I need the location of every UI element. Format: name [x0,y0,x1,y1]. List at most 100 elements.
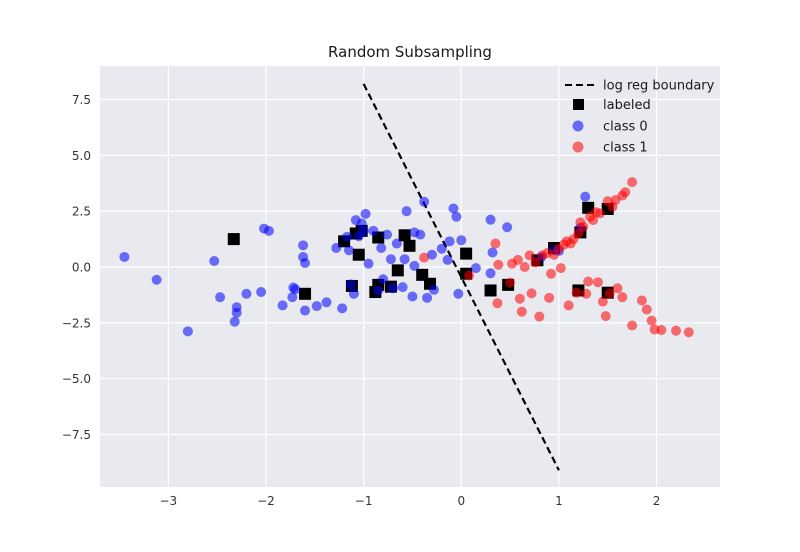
class-0-point [580,191,591,202]
class-1-point [600,311,611,322]
class-1-point [493,259,504,270]
class-1-point [546,268,557,279]
chart-title: Random Subsampling [328,43,492,61]
class-0-point [298,240,309,251]
x-tick-label: −1 [355,494,373,508]
class-0-point [263,225,274,236]
class-0-point [401,206,412,217]
class-1-point [490,238,501,249]
class-0-point [436,243,447,254]
class-1-point [571,287,582,298]
class-0-point [348,288,359,299]
class-0-point [448,203,459,214]
class-0-point [385,254,396,265]
class-0-point [331,243,342,254]
labeled-point [352,248,365,261]
class-1-point [512,254,523,265]
legend-label-boundary: log reg boundary [603,79,715,94]
class-1-point [492,298,503,309]
class-1-point [544,292,555,303]
y-tick-label: 0.0 [72,261,91,275]
class-0-point [409,260,420,271]
class-0-point [451,211,462,222]
class-0-point [426,249,437,260]
class-0-point [358,225,369,236]
class-1-point [534,311,545,322]
class-0-point [342,231,353,242]
legend-class0-swatch [572,120,584,132]
class-0-point [337,303,348,314]
class-0-point [442,254,453,265]
class-0-point [419,196,430,207]
x-tick-label: 0 [457,494,465,508]
class-0-point [300,257,311,268]
class-0-point [287,292,298,303]
class-0-point [470,263,481,274]
class-0-point [256,287,267,298]
class-1-point [604,288,615,299]
plot-area [100,66,720,487]
class-0-point [397,282,408,293]
class-0-point [373,285,384,296]
boundary-layer [362,83,560,471]
class-1-point [641,304,652,315]
class-1-point [646,315,657,326]
labeled-point [227,233,240,246]
labeled-point [398,229,411,242]
labeled-point [582,201,595,214]
class-0-point [391,238,402,249]
class-1-point [555,263,566,274]
class-0-point [231,302,242,313]
class-0-point [382,229,393,240]
class-0-point [229,316,240,327]
class-1-point [592,277,603,288]
labeled-point [403,239,416,252]
class-0-point [363,258,374,269]
class-0-point [376,243,387,254]
class-0-point [485,268,496,279]
y-tick-label: −7.5 [62,428,91,442]
class-1-point [516,306,527,317]
class-1-point [683,327,694,338]
class-0-point [453,288,464,299]
class-1-point [505,277,516,288]
class-1-point [620,187,631,198]
labeled-point [299,287,312,300]
class-1-point [588,215,599,226]
legend-label-class0: class 0 [603,120,648,135]
points-layer [119,177,694,338]
class-1-point [594,208,605,219]
class-0-point [241,288,252,299]
y-tick-label: 5.0 [72,149,91,163]
x-tick-label: 1 [555,494,563,508]
class-1-point [526,288,537,299]
class-1-point [627,320,638,331]
class-0-point [422,292,433,303]
class-0-point [444,236,455,247]
class-1-point [597,296,608,307]
labeled-point [484,284,497,297]
class-1-point [464,270,475,281]
class-0-point [399,254,410,265]
class-0-point [277,300,288,311]
labeled-point [460,247,473,260]
class-0-point [456,235,467,246]
x-tick-label: 2 [653,494,661,508]
y-tick-label: −5.0 [62,372,91,386]
class-1-point [563,300,574,311]
class-0-point [415,229,426,240]
class-0-point [290,284,301,295]
class-1-point [519,262,530,273]
y-tick-label: 7.5 [72,93,91,107]
class-0-point [343,245,354,256]
class-0-point [119,251,130,262]
class-1-point [583,276,594,287]
class-1-point [524,250,535,261]
class-0-point [485,214,496,225]
class-0-point [300,305,311,316]
class-0-point [428,284,439,295]
x-tick-label: −2 [257,494,275,508]
class-1-point [419,252,430,263]
class-0-point [345,279,356,290]
